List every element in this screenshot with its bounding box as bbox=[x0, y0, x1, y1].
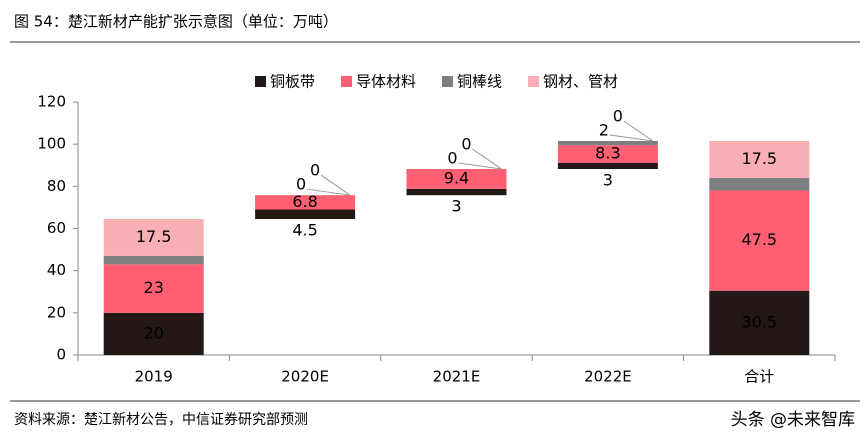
bar-segment bbox=[709, 141, 810, 178]
x-tick-label: 2019 bbox=[135, 368, 173, 386]
legend-label: 导体材料 bbox=[356, 73, 416, 91]
leader-line bbox=[307, 188, 351, 196]
y-tick-label: 120 bbox=[37, 93, 66, 111]
bar-segment bbox=[557, 162, 658, 170]
bar-segment bbox=[103, 219, 204, 256]
legend-label: 铜棒线 bbox=[457, 73, 502, 91]
bar-segment bbox=[709, 177, 810, 191]
x-tick-label: 2020E bbox=[281, 368, 329, 386]
y-tick-label: 0 bbox=[56, 346, 66, 364]
bar-segment bbox=[557, 145, 658, 163]
bar-segment bbox=[406, 188, 507, 196]
value-label: 3 bbox=[451, 197, 461, 216]
value-label: 0 bbox=[296, 175, 306, 194]
value-label: 0 bbox=[461, 135, 471, 154]
value-label: 23 bbox=[144, 278, 164, 297]
leader-line bbox=[320, 174, 351, 196]
bar-segment bbox=[406, 169, 507, 189]
legend-swatch bbox=[255, 76, 266, 87]
legend-swatch bbox=[528, 76, 540, 87]
value-label: 0 bbox=[613, 107, 623, 126]
value-label: 20 bbox=[144, 323, 164, 342]
y-tick-label: 60 bbox=[47, 219, 66, 237]
value-label: 0 bbox=[447, 149, 457, 168]
bar-segment bbox=[103, 255, 204, 265]
y-tick-label: 40 bbox=[47, 261, 66, 279]
legend-label: 铜板带 bbox=[270, 73, 315, 91]
value-label: 9.4 bbox=[444, 168, 469, 187]
chart-title: 图 54：楚江新材产能扩张示意图（单位：万吨） bbox=[14, 13, 338, 31]
x-tick-label: 2022E bbox=[584, 368, 632, 386]
legend-swatch bbox=[442, 76, 454, 87]
x-tick-label: 2021E bbox=[433, 368, 481, 386]
value-label: 3 bbox=[603, 171, 613, 190]
bar-segment bbox=[557, 141, 658, 146]
bar-segment bbox=[103, 264, 204, 313]
leader-line bbox=[458, 162, 502, 170]
bar-segment bbox=[103, 312, 204, 355]
value-label: 4.5 bbox=[292, 221, 317, 240]
value-label: 47.5 bbox=[741, 230, 777, 249]
value-label: 6.8 bbox=[292, 192, 317, 211]
y-tick-label: 100 bbox=[37, 135, 66, 153]
value-label: 17.5 bbox=[136, 227, 172, 246]
watermark: 头条 @未来智库 bbox=[731, 410, 855, 430]
leader-line bbox=[623, 120, 654, 142]
value-label: 0 bbox=[310, 161, 320, 180]
legend-swatch bbox=[341, 76, 353, 87]
leader-line bbox=[472, 148, 502, 170]
value-label: 8.3 bbox=[595, 143, 620, 162]
source-note: 资料来源：楚江新材公告，中信证券研究部预测 bbox=[14, 412, 308, 428]
leader-line bbox=[609, 134, 653, 142]
bar-segment bbox=[255, 195, 356, 210]
value-label: 17.5 bbox=[741, 149, 777, 168]
legend-label: 钢材、管材 bbox=[543, 73, 618, 91]
x-tick-label: 合计 bbox=[744, 368, 774, 386]
bar-segment bbox=[255, 209, 356, 220]
bar-segment bbox=[709, 290, 810, 355]
value-label: 30.5 bbox=[741, 312, 777, 331]
y-tick-label: 80 bbox=[47, 177, 66, 195]
bar-segment bbox=[709, 190, 810, 291]
value-label: 2 bbox=[599, 121, 609, 140]
y-tick-label: 20 bbox=[47, 303, 66, 321]
